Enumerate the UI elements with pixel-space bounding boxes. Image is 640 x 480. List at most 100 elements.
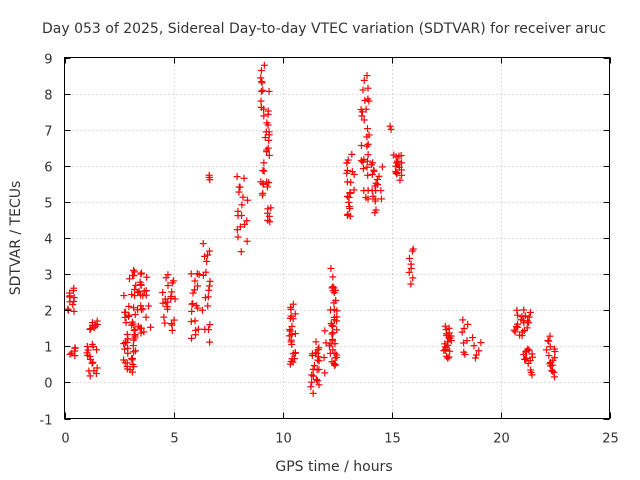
- data-point: [363, 72, 371, 80]
- data-point: [346, 205, 354, 213]
- data-point: [363, 133, 371, 141]
- data-point: [93, 346, 101, 354]
- data-point: [309, 389, 317, 397]
- data-point: [460, 348, 468, 356]
- data-point: [257, 87, 265, 95]
- data-point: [260, 61, 268, 69]
- data-point: [265, 212, 273, 220]
- x-tick-label: 15: [384, 432, 401, 447]
- data-point: [205, 326, 213, 334]
- data-point: [321, 327, 329, 335]
- data-point: [475, 347, 483, 355]
- data-point: [377, 187, 385, 195]
- data-point: [140, 287, 148, 295]
- data-point: [359, 165, 367, 173]
- data-point: [344, 156, 352, 164]
- data-point: [331, 349, 339, 357]
- data-point: [162, 274, 170, 282]
- x-tick-label: 0: [61, 432, 69, 447]
- data-point: [128, 321, 136, 329]
- data-point: [267, 204, 275, 212]
- data-point: [443, 352, 451, 360]
- data-point: [259, 166, 267, 174]
- data-point: [513, 306, 521, 314]
- data-point: [143, 273, 151, 281]
- data-point: [121, 338, 129, 346]
- data-point: [511, 328, 519, 336]
- data-point: [343, 166, 351, 174]
- data-point: [545, 352, 553, 360]
- data-point: [345, 198, 353, 206]
- data-point: [315, 353, 323, 361]
- data-point: [373, 176, 381, 184]
- data-point: [83, 342, 91, 350]
- data-point: [199, 271, 207, 279]
- data-point: [159, 288, 167, 296]
- data-point: [206, 338, 214, 346]
- data-point: [239, 193, 247, 201]
- data-point: [409, 274, 417, 282]
- data-point: [469, 334, 477, 342]
- data-point: [134, 288, 142, 296]
- data-point: [93, 364, 101, 372]
- data-point: [370, 166, 378, 174]
- data-point: [362, 193, 370, 201]
- data-point: [287, 336, 295, 344]
- data-point: [191, 317, 199, 325]
- data-point: [85, 367, 93, 375]
- y-tick-label: 1: [44, 341, 52, 356]
- data-point: [332, 296, 340, 304]
- data-point: [289, 358, 297, 366]
- data-point: [361, 96, 369, 104]
- data-point: [377, 195, 385, 203]
- y-tick-label: 3: [44, 269, 52, 284]
- data-point: [84, 346, 92, 354]
- data-point: [445, 324, 453, 332]
- data-point: [188, 334, 196, 342]
- data-point: [328, 330, 336, 338]
- data-point: [331, 340, 339, 348]
- data-point: [142, 313, 150, 321]
- data-point: [240, 174, 248, 182]
- data-point: [241, 220, 249, 228]
- data-point: [265, 87, 273, 95]
- data-point: [528, 350, 536, 358]
- data-point: [310, 362, 318, 370]
- data-point: [257, 74, 265, 82]
- data-point: [333, 317, 341, 325]
- data-point: [125, 302, 133, 310]
- data-point: [167, 292, 175, 300]
- y-tick-label: 2: [44, 305, 52, 320]
- data-point: [369, 192, 377, 200]
- data-point: [393, 169, 401, 177]
- data-point: [459, 316, 467, 324]
- data-point: [397, 166, 405, 174]
- data-point: [470, 342, 478, 350]
- data-point: [137, 281, 145, 289]
- data-point: [519, 328, 527, 336]
- data-point: [137, 324, 145, 332]
- data-point: [551, 348, 559, 356]
- data-point: [124, 344, 132, 352]
- data-point: [121, 345, 129, 353]
- data-point: [264, 205, 272, 213]
- data-point: [70, 307, 78, 315]
- data-point: [471, 354, 479, 362]
- data-point: [234, 233, 242, 241]
- data-point: [326, 306, 334, 314]
- data-point: [360, 116, 368, 124]
- data-point: [130, 266, 138, 274]
- data-point: [243, 237, 251, 245]
- data-point: [327, 264, 335, 272]
- data-point: [527, 366, 535, 374]
- data-point: [188, 307, 196, 315]
- chart-title: Day 053 of 2025, Sidereal Day-to-day VTE…: [42, 21, 606, 37]
- data-point: [264, 216, 272, 224]
- data-point: [132, 347, 140, 355]
- data-point: [333, 326, 341, 334]
- data-point: [522, 354, 530, 362]
- data-point: [313, 366, 321, 374]
- data-point: [192, 326, 200, 334]
- data-point: [329, 322, 337, 330]
- data-point: [194, 282, 202, 290]
